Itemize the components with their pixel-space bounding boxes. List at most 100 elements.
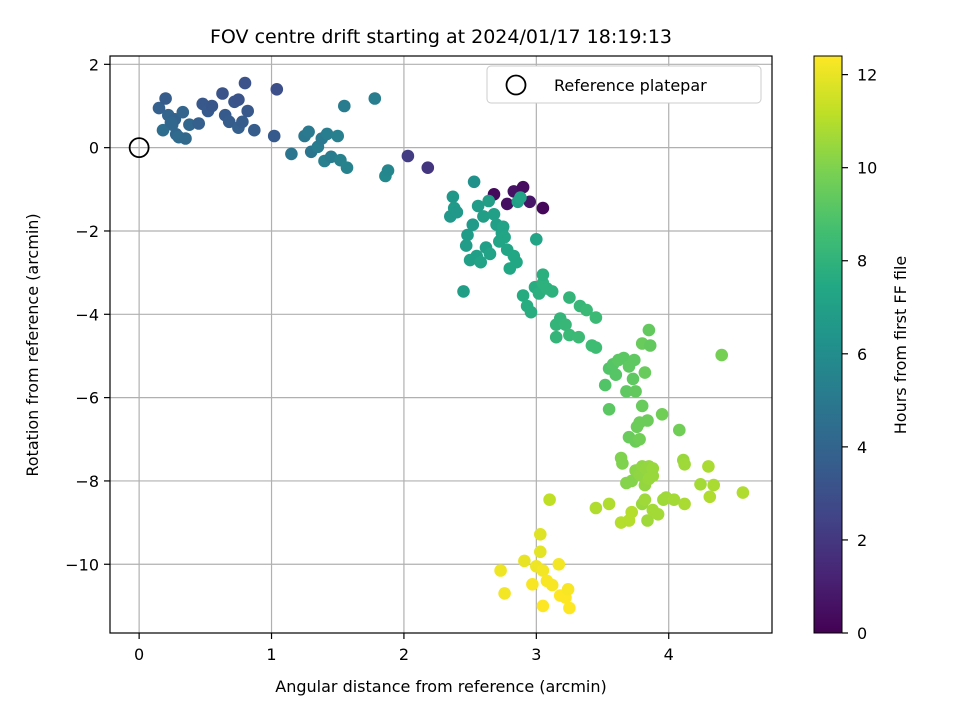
data-point <box>236 115 249 129</box>
data-point <box>498 230 511 244</box>
data-point <box>616 457 629 470</box>
data-point <box>156 123 170 137</box>
data-point <box>421 161 435 174</box>
data-point <box>302 125 315 139</box>
data-point <box>626 372 640 386</box>
data-point <box>559 318 572 332</box>
colorbar-tick-label: 10 <box>857 159 877 178</box>
data-point <box>216 87 229 100</box>
data-point <box>471 199 485 213</box>
y-tick-label: 0 <box>89 139 99 158</box>
colorbar-tick-label: 8 <box>857 252 867 271</box>
data-point <box>598 378 612 392</box>
data-point <box>642 323 656 337</box>
data-point <box>498 587 511 600</box>
data-point <box>514 191 527 204</box>
data-point <box>270 83 284 96</box>
data-point <box>655 408 669 421</box>
data-point <box>152 101 166 115</box>
data-point <box>702 460 715 473</box>
data-point <box>620 385 633 398</box>
plot-area: 0 1 2 3 4 2 0 −2 −4 −6 −8 −10 <box>65 55 773 664</box>
data-point <box>628 353 641 367</box>
legend-label: Reference platepar <box>554 76 707 95</box>
data-point <box>549 330 563 344</box>
data-point <box>707 478 720 492</box>
data-point <box>638 366 652 379</box>
data-point <box>643 339 657 352</box>
data-point <box>222 115 236 129</box>
data-point <box>530 233 543 246</box>
data-point <box>205 99 219 113</box>
y-tick-label: −4 <box>75 305 99 324</box>
data-point <box>467 175 481 189</box>
data-point <box>646 469 660 483</box>
x-tick-label: 0 <box>134 645 144 664</box>
data-point <box>338 99 351 113</box>
data-point <box>267 129 281 143</box>
data-point <box>401 149 415 163</box>
data-point <box>320 127 334 141</box>
x-tick-label: 4 <box>664 645 674 664</box>
x-tick-label: 1 <box>266 645 276 664</box>
y-tick-label: −2 <box>75 222 99 241</box>
data-point <box>524 305 538 319</box>
data-points <box>152 76 750 615</box>
colorbar: 0 2 4 6 8 10 12 Hours from first FF file <box>813 55 910 643</box>
data-point <box>678 458 691 471</box>
data-point <box>164 116 178 129</box>
plot-frame <box>109 55 773 634</box>
data-point <box>715 348 728 362</box>
data-point <box>602 403 616 416</box>
data-point <box>536 201 550 215</box>
data-point <box>159 92 172 105</box>
data-point <box>545 285 559 298</box>
plot-background <box>110 56 772 633</box>
colorbar-label: Hours from first FF file <box>891 256 910 435</box>
data-point <box>232 93 245 106</box>
data-point <box>482 194 496 208</box>
data-point <box>641 514 654 527</box>
data-point <box>563 291 576 304</box>
data-point <box>496 220 510 234</box>
data-point <box>183 118 196 131</box>
data-point <box>625 505 638 519</box>
data-point <box>368 92 382 105</box>
data-point <box>457 285 470 298</box>
colorbar-tick-label: 12 <box>857 66 877 85</box>
data-point <box>510 255 523 269</box>
data-point <box>241 104 254 118</box>
data-point <box>694 478 707 491</box>
data-point <box>602 497 616 511</box>
data-point <box>477 210 490 223</box>
data-point <box>673 423 686 437</box>
data-point <box>635 399 649 413</box>
data-point <box>736 486 750 499</box>
colorbar-tick-label: 0 <box>857 624 867 643</box>
data-point <box>536 599 550 613</box>
data-point <box>331 129 345 143</box>
data-point <box>629 385 642 398</box>
legend-box <box>486 65 762 104</box>
colorbar-tick-label: 4 <box>857 438 867 457</box>
data-point <box>516 289 530 302</box>
data-point <box>563 601 576 615</box>
data-point <box>589 501 603 515</box>
data-point <box>543 493 556 507</box>
data-point <box>545 578 559 592</box>
data-point <box>176 105 190 119</box>
reference-platepar-marker <box>128 137 150 159</box>
data-point <box>572 330 585 344</box>
data-point <box>381 164 395 177</box>
data-point <box>446 190 460 204</box>
data-point <box>285 147 298 161</box>
chart-title: FOV centre drift starting at 2024/01/17 … <box>210 26 672 48</box>
data-point <box>248 123 261 137</box>
data-point <box>641 414 654 427</box>
colorbar-tick-label: 2 <box>857 531 867 550</box>
data-point <box>534 545 547 559</box>
data-point <box>638 493 652 507</box>
legend-marker <box>505 74 527 96</box>
data-point <box>459 239 473 252</box>
data-point <box>238 76 252 90</box>
